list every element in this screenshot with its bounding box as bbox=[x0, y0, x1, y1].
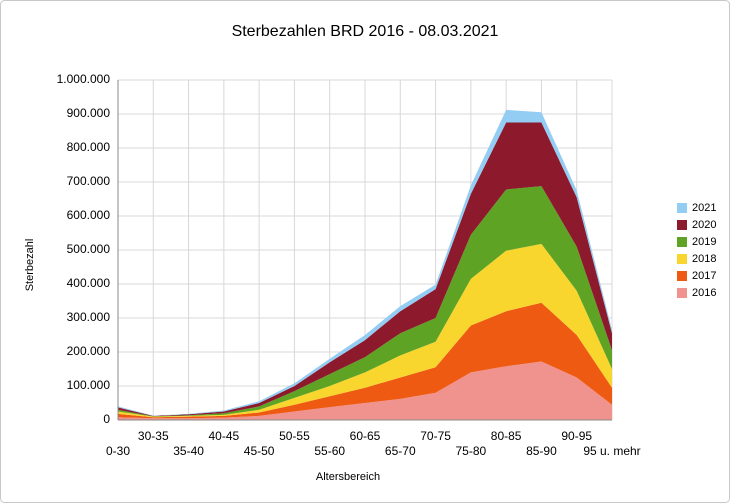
y-tick-label: 200.000 bbox=[67, 344, 111, 358]
y-tick-label: 600.000 bbox=[67, 208, 111, 222]
legend-swatch bbox=[677, 237, 687, 247]
chart-title: Sterbezahlen BRD 2016 - 08.03.2021 bbox=[232, 23, 499, 40]
x-tick-label: 0-30 bbox=[106, 444, 130, 458]
legend-swatch bbox=[677, 288, 687, 298]
area bbox=[118, 122, 612, 417]
legend-swatch bbox=[677, 220, 687, 230]
x-tick-label: 45-50 bbox=[244, 444, 275, 458]
x-tick-label: 60-65 bbox=[350, 429, 381, 443]
x-axis-label: Altersbereich bbox=[316, 471, 380, 483]
x-tick-label: 75-80 bbox=[456, 444, 487, 458]
y-tick-label: 1.000.000 bbox=[57, 72, 111, 86]
x-tick-label: 35-40 bbox=[173, 444, 204, 458]
x-tick-label: 70-75 bbox=[420, 429, 451, 443]
legend-swatch bbox=[677, 271, 687, 281]
area bbox=[118, 186, 612, 417]
y-tick-label: 500.000 bbox=[67, 242, 111, 256]
x-tick-label: 40-45 bbox=[209, 429, 240, 443]
y-tick-label: 100.000 bbox=[67, 378, 111, 392]
y-tick-label: 0 bbox=[103, 412, 110, 426]
y-tick-label: 700.000 bbox=[67, 174, 111, 188]
x-tick-label: 90-95 bbox=[561, 429, 592, 443]
legend-label: 2021 bbox=[692, 202, 716, 214]
y-tick-label: 300.000 bbox=[67, 310, 111, 324]
x-tick-label: 55-60 bbox=[314, 444, 345, 458]
y-tick-label: 400.000 bbox=[67, 276, 111, 290]
legend-label: 2019 bbox=[692, 236, 716, 248]
area bbox=[118, 361, 612, 420]
legend-label: 2016 bbox=[692, 287, 716, 299]
area bbox=[118, 302, 612, 419]
x-tick-label: 80-85 bbox=[491, 429, 522, 443]
x-tick-label: 65-70 bbox=[385, 444, 416, 458]
area bbox=[118, 243, 612, 418]
legend-label: 2017 bbox=[692, 270, 716, 282]
y-tick-label: 800.000 bbox=[67, 140, 111, 154]
legend-label: 2020 bbox=[692, 219, 716, 231]
legend-swatch bbox=[677, 254, 687, 264]
x-tick-label: 85-90 bbox=[526, 444, 557, 458]
legend-label: 2018 bbox=[692, 253, 716, 265]
x-tick-label: 50-55 bbox=[279, 429, 310, 443]
x-tick-label: 30-35 bbox=[138, 429, 169, 443]
y-axis-label: Sterbezahl bbox=[24, 239, 36, 292]
y-tick-label: 900.000 bbox=[67, 106, 111, 120]
x-tick-label: 95 u. mehr bbox=[583, 444, 640, 458]
legend-swatch bbox=[677, 203, 687, 213]
